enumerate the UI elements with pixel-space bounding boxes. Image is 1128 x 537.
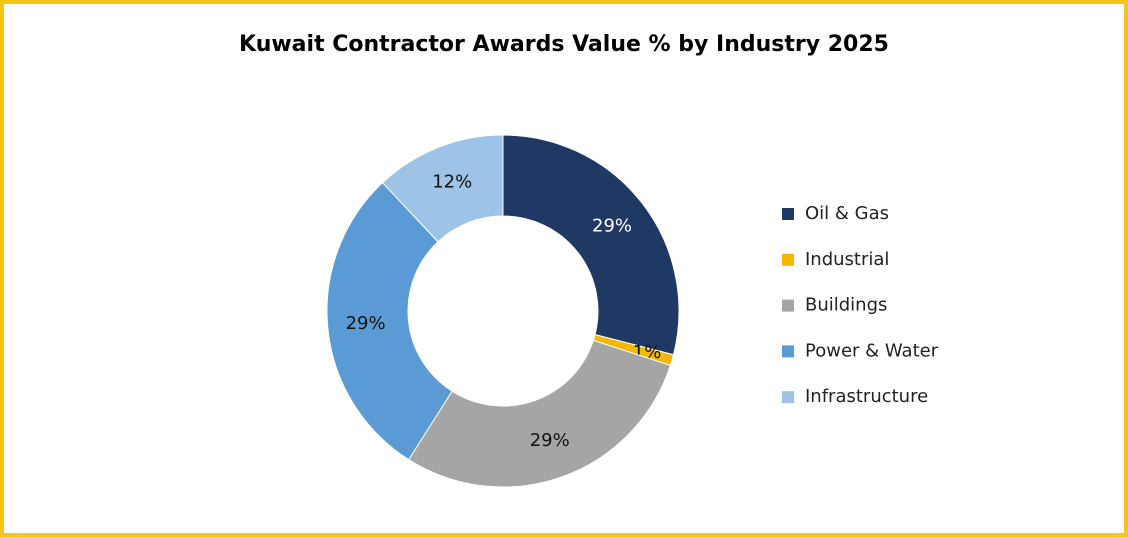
chart-title: Kuwait Contractor Awards Value % by Indu… xyxy=(239,32,889,57)
slice-label: 29% xyxy=(592,215,632,236)
legend-swatch xyxy=(782,345,794,358)
legend-label: Industrial xyxy=(805,249,889,270)
legend-label: Power & Water xyxy=(805,340,939,361)
slice-label: 29% xyxy=(530,430,570,451)
legend-swatch xyxy=(782,299,794,312)
legend: Oil & Gas Industrial Buildings Power & Wate… xyxy=(782,203,939,407)
slice xyxy=(326,181,453,461)
donut: 29%1%29%29%12% xyxy=(326,134,680,488)
legend-label: Buildings xyxy=(805,295,887,316)
slice-label: 12% xyxy=(432,172,472,193)
slice xyxy=(381,134,504,243)
legend-swatch xyxy=(782,208,794,220)
legend-label: Infrastructure xyxy=(805,386,928,407)
slice xyxy=(502,134,680,356)
legend-swatch xyxy=(782,391,794,404)
legend-swatch xyxy=(782,253,794,266)
legend-label: Oil & Gas xyxy=(805,203,889,224)
slice xyxy=(408,339,672,488)
slice-label: 29% xyxy=(346,313,386,334)
